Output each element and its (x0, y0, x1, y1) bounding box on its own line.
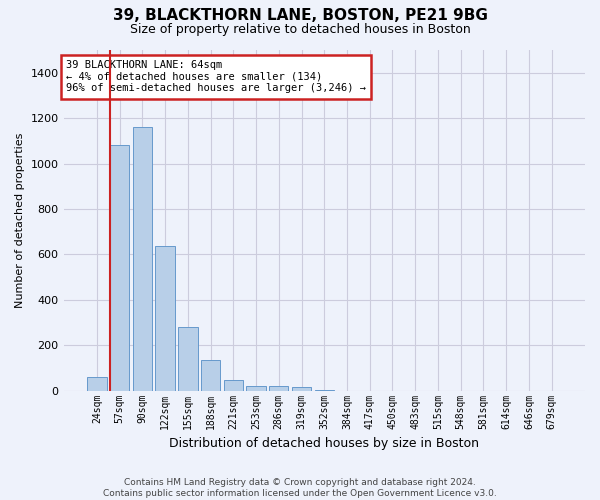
Bar (110, 146, 130, 390)
Y-axis label: Number of detached properties: Number of detached properties (15, 132, 25, 308)
Bar (201, 360, 220, 390)
Text: Contains HM Land Registry data © Crown copyright and database right 2024.
Contai: Contains HM Land Registry data © Crown c… (103, 478, 497, 498)
Bar (178, 327, 197, 390)
Bar (269, 386, 289, 390)
Bar (133, 127, 152, 390)
Bar (87, 377, 107, 390)
Bar (292, 387, 311, 390)
Text: 39, BLACKTHORN LANE, BOSTON, PE21 9BG: 39, BLACKTHORN LANE, BOSTON, PE21 9BG (113, 8, 487, 22)
Bar (247, 386, 266, 390)
Bar (224, 380, 243, 390)
Bar (155, 246, 175, 390)
Text: 39 BLACKTHORN LANE: 64sqm
← 4% of detached houses are smaller (134)
96% of semi-: 39 BLACKTHORN LANE: 64sqm ← 4% of detach… (66, 60, 366, 94)
Text: Size of property relative to detached houses in Boston: Size of property relative to detached ho… (130, 22, 470, 36)
X-axis label: Distribution of detached houses by size in Boston: Distribution of detached houses by size … (169, 437, 479, 450)
